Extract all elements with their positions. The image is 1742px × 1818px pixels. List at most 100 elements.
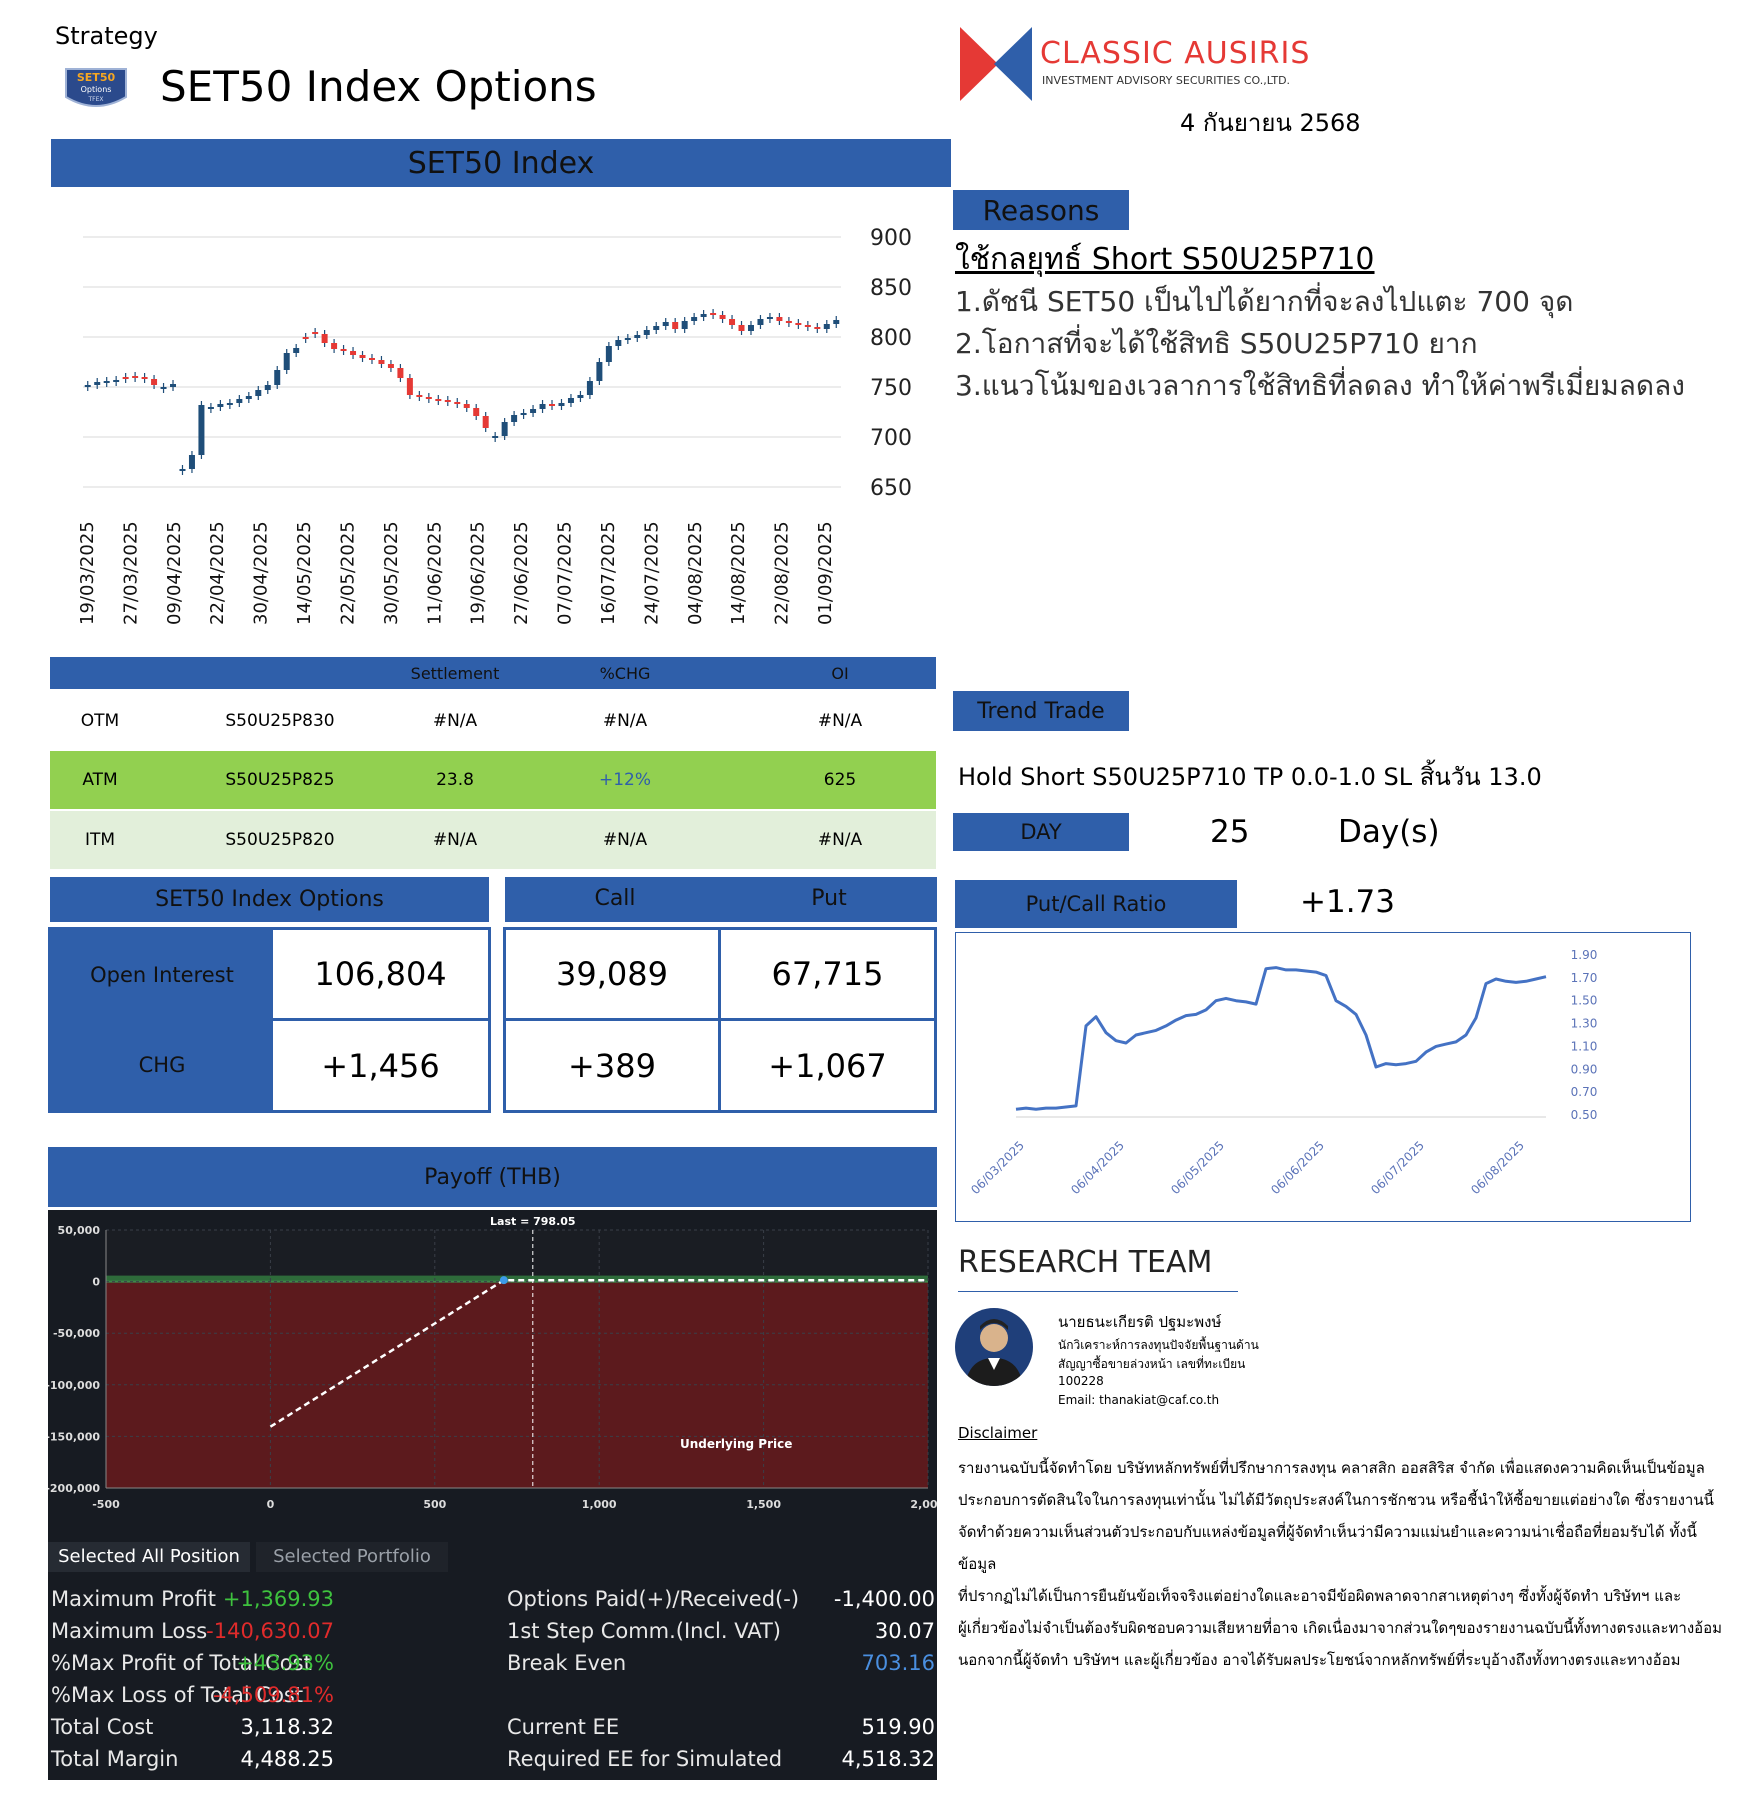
candle-body [283,353,290,370]
candle-body [340,349,347,351]
stat-value: 4,488.25 [240,1747,334,1771]
put-call-ratio-chart: 1.90 1.70 1.50 1.30 1.10 0.90 0.70 0.50 06/03/20… [968,948,1598,1197]
candle-body [501,422,508,436]
tab-selected-portfolio[interactable]: Selected Portfolio [256,1542,448,1572]
candle-body [312,332,319,334]
x-tick-label: 07/07/2025 [555,521,576,625]
y-tick-label: -50,000 [53,1327,100,1340]
disclaimer-body: รายงานฉบับนี้จัดทำโดย บริษัทหลักทรัพย์ที… [958,1452,1728,1676]
candle-body [785,321,792,323]
candle-body [179,469,186,471]
row-label: OTM [80,711,120,731]
candle-body [425,397,432,399]
tab-selected-all-position[interactable]: Selected All Position [48,1542,250,1572]
x-tick-label: 19/03/2025 [77,521,98,625]
y-tick-label: 900 [870,226,912,251]
table-row-itm: ITM S50U25P820 #N/A #N/A #N/A [50,811,936,869]
candle-body [492,436,499,438]
call-label: Call [594,886,636,911]
stat-value: 519.90 [861,1715,935,1739]
candle-body [530,409,537,413]
candle-body [94,382,101,385]
reasons-title: Reasons [982,193,1100,227]
candle-body [331,343,338,349]
analyst-email: Email: thanakiat@caf.co.th [1058,1393,1220,1407]
chg-label: CHG [138,1053,186,1077]
pcr-value: +1.73 [1300,884,1395,920]
stat-value: -4,509.81% [212,1683,334,1707]
stat-label: Maximum Profit [51,1587,216,1611]
oi-call-cell: 39,089 [506,930,721,1021]
y-tick-label: 0.90 [1571,1062,1598,1076]
candle-body [539,404,546,409]
disclaimer-line: ประกอบการตัดสินใจในการลงทุนเท่านั้น ไม่ไ… [958,1491,1714,1509]
candle-body [823,324,830,329]
call-put-header: Call Put [505,877,937,922]
oi-callput-grid: 39,089 67,715 +389 +1,067 [503,927,937,1113]
candle-body [511,415,518,422]
row-chg: #N/A [602,711,648,731]
y-tick-label: 750 [870,376,912,401]
trend-title: Trend Trade [977,698,1105,724]
candle-body [549,404,556,406]
breakeven-marker [499,1276,508,1285]
row-chg: #N/A [602,830,648,850]
candle-body [681,321,688,329]
y-tick-label: 1.30 [1571,1017,1598,1031]
candle-body [766,317,773,319]
analyst-license: สัญญาซื้อขายล่วงหน้า เลขที่ทะเบียน [1058,1357,1246,1371]
breakeven-band [106,1275,928,1282]
stat-label: 1st Step Comm.(Incl. VAT) [507,1619,782,1643]
x-tick-label: 06/05/2025 [1168,1138,1227,1197]
oi-total-grid: Open Interest CHG 106,804 +1,456 [48,927,491,1113]
chg-call-value: +389 [568,1046,656,1085]
x-tick-label: 22/08/2025 [772,521,793,625]
candle-body [643,330,650,335]
chg-row-label: CHG [51,1020,273,1110]
candle-body [605,346,612,362]
row-label: ATM [82,770,118,790]
y-tick-label: 50,000 [58,1224,101,1237]
strategy-label: Strategy [55,22,158,50]
candle-body [577,395,584,398]
y-tick-label: 0.50 [1571,1108,1598,1122]
series-table-header: Settlement %CHG OI [50,657,936,689]
oi-panel-title: SET50 Index Options [155,887,384,912]
y-tick-label: -200,000 [48,1482,100,1495]
stat-value: -1,400.00 [833,1587,935,1611]
candle-body [406,378,413,395]
index-panel-header: SET50 Index [51,139,951,187]
reasons-header: Reasons [953,190,1129,230]
row-chg: +12% [598,770,652,790]
disclaimer-line: รายงานฉบับนี้จัดทำโดย บริษัทหลักทรัพย์ที… [958,1459,1705,1477]
candle-body [368,358,375,360]
candle-body [103,381,110,383]
candle-body [255,390,262,396]
x-tick-label: 19/06/2025 [468,521,489,625]
candle-body [170,384,177,387]
x-tick-label: 09/04/2025 [164,521,185,625]
stat-label: %Max Loss of Total Cost [51,1683,304,1707]
candle-body [558,403,565,406]
x-tick-label: 14/05/2025 [294,521,315,625]
x-tick-label: 22/05/2025 [337,521,358,625]
company-logo [960,27,1032,101]
candle-body [710,313,717,315]
x-tick-label: 27/03/2025 [120,521,141,625]
reason-item-2: 2.โอกาสที่จะได้ใช้สิทธิ S50U25P710 ยาก [955,327,1478,360]
row-settlement: #N/A [432,711,478,731]
candle-body [397,368,404,378]
research-title: RESEARCH TEAM [958,1245,1213,1280]
x-tick-label: 1,500 [746,1498,781,1511]
y-tick-label: -150,000 [48,1430,100,1443]
candle-body [729,319,736,325]
y-tick-label: 0 [92,1276,100,1289]
row-settlement: 23.8 [436,770,474,790]
y-tick-label: 1.50 [1571,994,1598,1008]
payoff-chart: 50,000 0 -50,000 -100,000 -150,000 -200,000 -5… [48,1215,937,1511]
candle-body [122,377,129,379]
stat-label: Current EE [507,1715,620,1739]
logo-badge-mid: Options [81,85,112,94]
y-tick-label: -100,000 [48,1379,100,1392]
y-tick-label: 1.70 [1571,971,1598,985]
